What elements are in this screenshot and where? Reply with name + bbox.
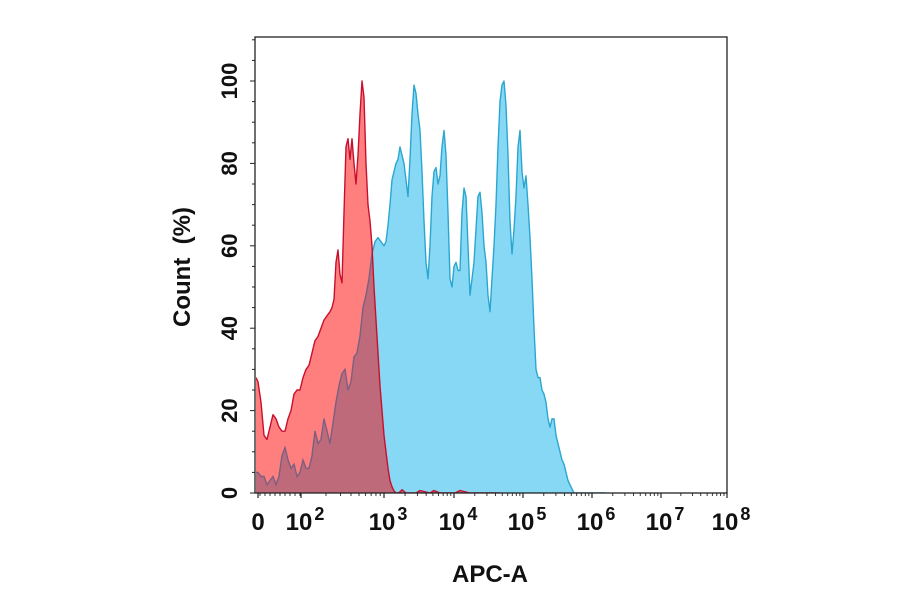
x-axis: 0 10 2 10 3 10 4 10 5 10 6 10 7 10 8 xyxy=(251,493,750,536)
y-tick-label: 0 xyxy=(217,487,242,499)
red-histogram-line xyxy=(256,80,500,493)
y-axis-title: Count (%) xyxy=(169,207,196,327)
x-tick-label: 10 8 xyxy=(712,504,751,536)
y-tick-label: 100 xyxy=(217,63,242,100)
x-tick-label: 10 6 xyxy=(577,504,616,536)
red-histogram-fill xyxy=(256,81,500,493)
x-axis-title: APC-A xyxy=(452,561,528,588)
y-tick-label: 40 xyxy=(217,316,242,340)
x-tick-label: 10 4 xyxy=(439,504,478,536)
plot-frame xyxy=(254,36,728,494)
y-axis: 0 20 40 60 80 100 xyxy=(217,39,255,499)
y-tick-label: 20 xyxy=(217,398,242,422)
plot-area xyxy=(256,80,606,493)
y-tick-label: 60 xyxy=(217,234,242,258)
x-tick-label: 10 7 xyxy=(646,504,685,536)
x-tick-label: 10 3 xyxy=(369,504,408,536)
x-tick-label: 0 xyxy=(251,509,264,536)
x-tick-label: 10 2 xyxy=(286,504,325,536)
y-tick-label: 80 xyxy=(217,151,242,175)
x-tick-label: 10 5 xyxy=(508,504,547,536)
